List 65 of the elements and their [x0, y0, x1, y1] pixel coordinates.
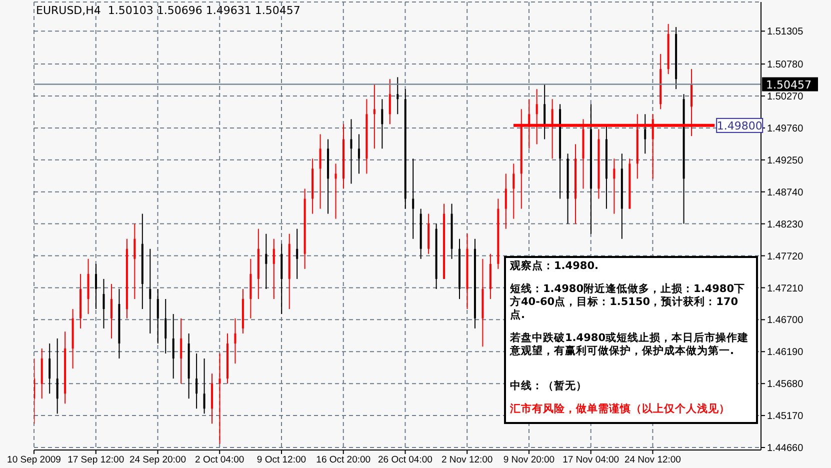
- candlestick: [265, 233, 268, 290]
- candlestick: [48, 342, 51, 394]
- candlestick: [172, 314, 174, 380]
- candlestick: [234, 318, 236, 364]
- candlestick: [544, 84, 546, 140]
- x-tick-label: 17 Nov 04:00: [562, 454, 620, 466]
- x-tick-label: 24 Sep 20:00: [129, 454, 186, 466]
- y-tick-label: 1.50780: [767, 60, 804, 71]
- y-tick-label: 1.45170: [767, 411, 804, 422]
- y-tick-label: 1.44660: [767, 443, 804, 454]
- candlestick: [134, 223, 136, 300]
- candlestick: [396, 76, 399, 115]
- ref-line-label: 1.50457: [766, 78, 812, 92]
- x-tick-label: 17 Sep 12:00: [68, 454, 124, 466]
- candlestick: [334, 163, 337, 220]
- annotation: 若盘中跌破1.4980或短线止损，本日后市操作建意观望，有赢利可做保护，保护成本做为第一.: [510, 332, 750, 358]
- x-tick-label: 24 Nov 12:00: [624, 454, 681, 466]
- candlestick: [180, 318, 182, 384]
- candlestick: [644, 114, 646, 154]
- y-tick-label: 1.45680: [767, 379, 804, 390]
- x-tick-label: 9 Oct 12:00: [256, 454, 306, 466]
- candlestick: [296, 228, 298, 280]
- y-tick-label: 1.50270: [767, 92, 804, 103]
- chart-title: EURUSD,H4 1.50103 1.50696 1.49631 1.50457: [36, 4, 300, 17]
- y-tick-label: 1.46700: [767, 315, 804, 326]
- candlestick: [95, 263, 98, 310]
- candlestick: [613, 158, 616, 214]
- series-label: 1.49800: [716, 119, 762, 132]
- x-tick-label: 2 Nov 12:00: [441, 454, 493, 466]
- y-tick-label: 1.48230: [767, 219, 804, 230]
- candlestick: [164, 298, 167, 354]
- y-tick-label: 1.47720: [767, 251, 804, 262]
- annotation: 中线：（暂无）: [510, 380, 588, 393]
- candlestick: [388, 78, 391, 125]
- y-tick-label: 1.48740: [767, 187, 804, 198]
- candlestick: [218, 353, 221, 444]
- x-tick-label: 9 Nov 20:00: [503, 454, 555, 466]
- candlestick: [110, 283, 112, 339]
- candlestick: [504, 173, 507, 230]
- y-tick-label: 1.47210: [767, 283, 804, 294]
- candlestick: [373, 84, 376, 150]
- x-tick-label: 16 Oct 20:00: [316, 454, 371, 466]
- candlestick: [272, 238, 275, 300]
- candlestick: [102, 278, 105, 329]
- y-tick-label: 1.49760: [767, 123, 804, 134]
- y-tick-label: 1.51305: [767, 26, 804, 38]
- candlestick: [350, 118, 352, 184]
- candlestick: [56, 338, 58, 414]
- annotation: 汇市有风险，做单需谨慎（以上仅个人浅见）: [510, 403, 731, 416]
- annotation: 观察点：1.4980.: [510, 260, 600, 273]
- x-tick-label: 10 Sep 2009: [7, 454, 61, 466]
- y-tick-label: 1.49250: [767, 155, 804, 166]
- candlestick: [319, 134, 322, 210]
- candlestick: [149, 248, 152, 334]
- x-tick-label: 2 Oct 04:00: [195, 454, 244, 466]
- candlestick: [156, 288, 159, 344]
- y-tick-label: 1.46190: [767, 347, 804, 358]
- candlestick: [358, 134, 360, 174]
- candlestick: [412, 158, 414, 240]
- candlestick: [381, 98, 384, 150]
- candlestick: [512, 163, 515, 220]
- annotation: 短线：1.4980附近逢低做多，止损：1.4980下方40-60点，目标：1.5150，预计获利：170点.: [510, 283, 746, 322]
- candlestick: [203, 358, 206, 414]
- x-tick-label: 26 Oct 04:00: [378, 454, 432, 466]
- candlestick: [196, 353, 198, 410]
